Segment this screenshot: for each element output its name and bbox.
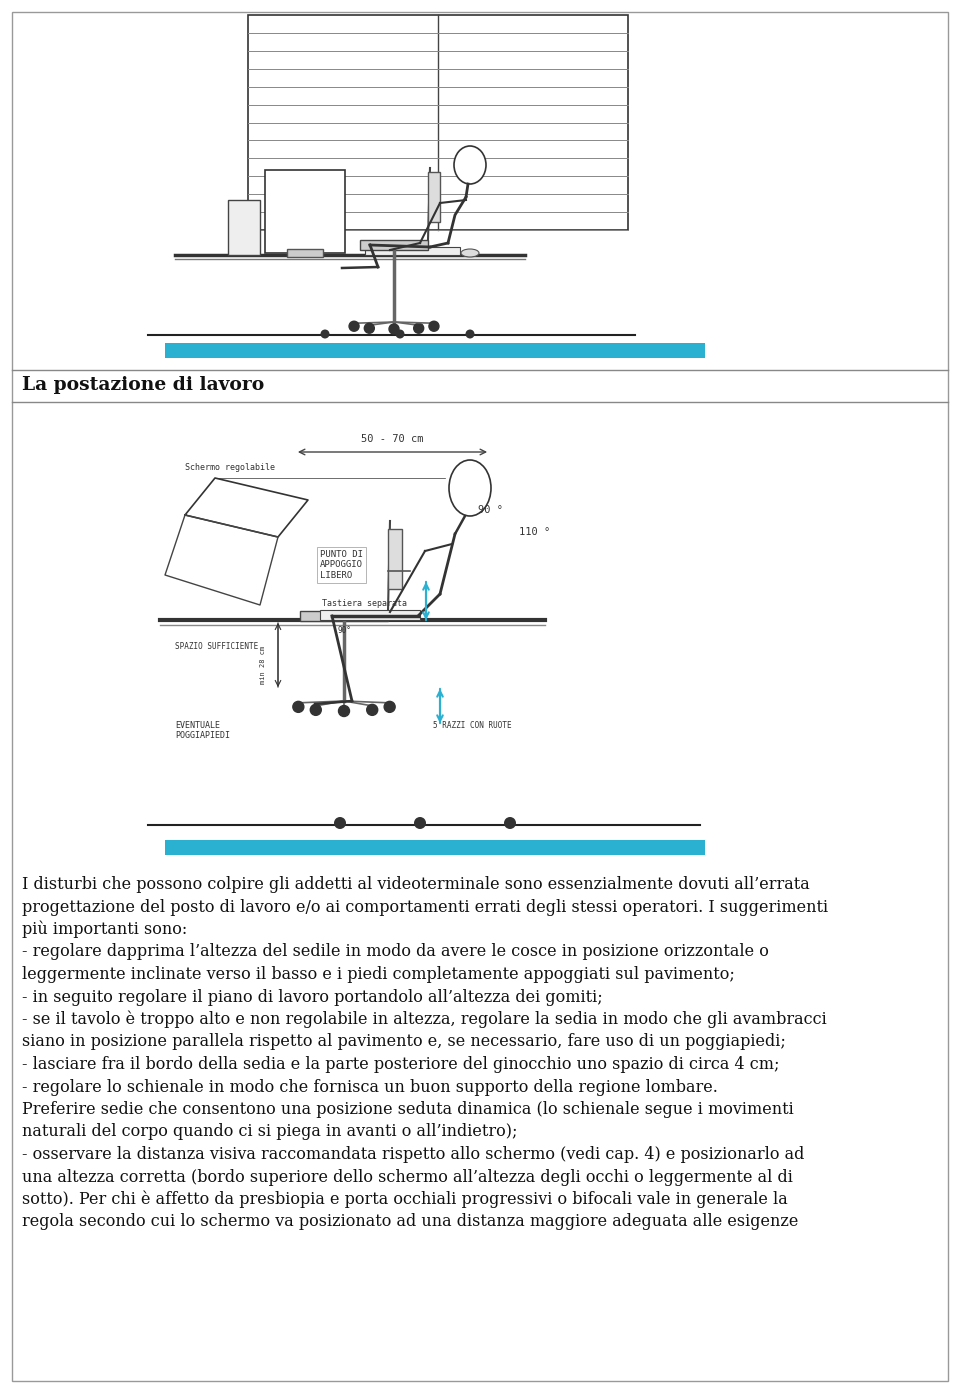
Circle shape [389, 325, 399, 334]
Text: EVENTUALE
POGGIAPIEDI: EVENTUALE POGGIAPIEDI [175, 722, 230, 741]
Circle shape [414, 818, 426, 829]
Bar [228, 201, 260, 255]
Bar [388, 529, 402, 589]
Bar [265, 170, 345, 254]
Bar [165, 343, 705, 358]
Circle shape [293, 701, 304, 712]
Bar [360, 240, 428, 249]
Text: - se il tavolo è troppo alto e non regolabile in altezza, regolare la sedia in m: - se il tavolo è troppo alto e non regol… [22, 1011, 827, 1028]
Ellipse shape [454, 146, 486, 184]
Bar [428, 171, 440, 221]
Text: 90°: 90° [337, 625, 350, 635]
Bar [365, 247, 460, 255]
Circle shape [364, 323, 374, 333]
Text: - regolare lo schienale in modo che fornisca un buon supporto della regione lomb: - regolare lo schienale in modo che forn… [22, 1078, 718, 1095]
Text: regola secondo cui lo schermo va posizionato ad una distanza maggiore adeguata a: regola secondo cui lo schermo va posizio… [22, 1213, 799, 1230]
Circle shape [414, 323, 423, 333]
Circle shape [310, 705, 322, 716]
Text: siano in posizione parallela rispetto al pavimento e, se necessario, fare uso di: siano in posizione parallela rispetto al… [22, 1034, 786, 1050]
Text: Tastiera separata: Tastiera separata [322, 599, 407, 607]
Text: naturali del corpo quando ci si piega in avanti o all’indietro);: naturali del corpo quando ci si piega in… [22, 1124, 517, 1141]
Text: I disturbi che possono colpire gli addetti al videoterminale sono essenzialmente: I disturbi che possono colpire gli addet… [22, 876, 809, 893]
Circle shape [429, 322, 439, 332]
Text: 5 RAZZI CON RUOTE: 5 RAZZI CON RUOTE [433, 722, 512, 730]
Text: - regolare dapprima l’altezza del sedile in modo da avere le cosce in posizione : - regolare dapprima l’altezza del sedile… [22, 943, 769, 961]
Circle shape [504, 818, 516, 829]
Circle shape [349, 322, 359, 332]
Text: 110 °: 110 ° [519, 527, 551, 536]
Text: - lasciare fra il bordo della sedia e la parte posteriore del ginocchio uno spaz: - lasciare fra il bordo della sedia e la… [22, 1056, 780, 1073]
Text: SPAZIO SUFFICIENTE: SPAZIO SUFFICIENTE [175, 642, 258, 651]
Circle shape [334, 818, 346, 829]
Circle shape [321, 330, 329, 338]
Text: 50 - 70 cm: 50 - 70 cm [361, 435, 423, 444]
Text: Preferire sedie che consentono una posizione seduta dinamica (lo schienale segue: Preferire sedie che consentono una posiz… [22, 1100, 794, 1119]
Text: una altezza corretta (bordo superiore dello schermo all’altezza degli occhi o le: una altezza corretta (bordo superiore de… [22, 1169, 793, 1185]
Text: sotto). Per chi è affetto da presbiopia e porta occhiali progressivi o bifocali : sotto). Per chi è affetto da presbiopia … [22, 1191, 788, 1209]
Circle shape [396, 330, 404, 338]
Bar [287, 249, 323, 256]
Text: - in seguito regolare il piano di lavoro portandolo all’altezza dei gomiti;: - in seguito regolare il piano di lavoro… [22, 989, 603, 1006]
Text: più importanti sono:: più importanti sono: [22, 921, 187, 939]
Text: leggermente inclinate verso il basso e i piedi completamente appoggiati sul pavi: leggermente inclinate verso il basso e i… [22, 965, 734, 983]
Text: PUNTO DI
APPOGGIO
LIBERO: PUNTO DI APPOGGIO LIBERO [320, 550, 363, 579]
Bar [320, 610, 420, 620]
Circle shape [339, 705, 349, 716]
Text: La postazione di lavoro: La postazione di lavoro [22, 376, 264, 394]
Ellipse shape [449, 460, 491, 515]
Ellipse shape [461, 249, 479, 256]
Text: min 28 cm: min 28 cm [260, 646, 266, 684]
Circle shape [466, 330, 474, 338]
Circle shape [384, 701, 396, 712]
Text: progettazione del posto di lavoro e/o ai comportamenti errati degli stessi opera: progettazione del posto di lavoro e/o ai… [22, 898, 828, 915]
Text: Schermo regolabile: Schermo regolabile [185, 462, 275, 472]
Circle shape [367, 705, 377, 716]
Bar [248, 15, 628, 230]
Bar [165, 840, 705, 855]
Text: - osservare la distanza visiva raccomandata rispetto allo schermo (vedi cap. 4) : - osservare la distanza visiva raccomand… [22, 1146, 804, 1163]
Text: 90 °: 90 ° [477, 506, 502, 515]
Bar [300, 612, 388, 621]
